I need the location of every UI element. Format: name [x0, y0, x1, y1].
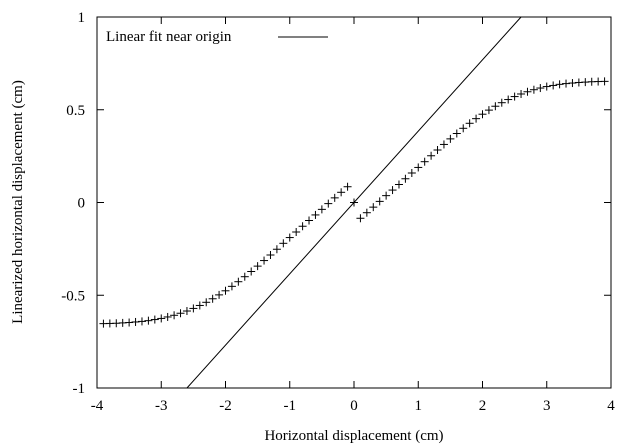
- data-point: [510, 92, 519, 101]
- x-tick-label: -4: [91, 398, 104, 414]
- axis-ticks: [96, 16, 612, 389]
- data-point: [375, 197, 384, 206]
- data-point: [337, 188, 346, 197]
- y-axis-label: Linearized horizontal displacement (cm): [10, 80, 26, 324]
- data-point: [137, 317, 146, 326]
- data-point: [549, 81, 558, 90]
- data-point: [330, 193, 339, 202]
- data-point: [414, 163, 423, 172]
- x-tick-label: -1: [284, 398, 297, 414]
- data-point: [170, 311, 179, 320]
- data-point: [292, 227, 301, 236]
- data-point: [452, 129, 461, 138]
- data-point: [298, 222, 307, 231]
- data-point: [478, 110, 487, 119]
- data-point: [484, 106, 493, 115]
- x-tick-label: -3: [155, 398, 168, 414]
- data-point: [253, 262, 262, 271]
- data-point: [439, 140, 448, 149]
- data-point: [317, 205, 326, 214]
- data-point: [446, 134, 455, 143]
- data-point: [362, 208, 371, 217]
- data-point: [311, 210, 320, 219]
- data-point: [234, 277, 243, 286]
- data-point: [369, 203, 378, 212]
- x-tick-label: 3: [543, 398, 551, 414]
- data-point: [272, 245, 281, 254]
- tick-labels: -4 -3 -2 -1 0 1 2 3 4 -1 -0.5 0 0.5 1: [61, 10, 615, 414]
- x-tick-label: -2: [219, 398, 232, 414]
- data-point: [382, 191, 391, 200]
- data-point: [131, 317, 140, 326]
- data-point: [420, 157, 429, 166]
- data-point: [407, 169, 416, 178]
- data-point: [562, 79, 571, 88]
- data-point: [227, 282, 236, 291]
- legend-label-linear-fit: Linear fit near origin: [106, 29, 232, 45]
- data-point: [305, 216, 314, 225]
- data-point: [491, 102, 500, 111]
- data-point: [240, 272, 249, 281]
- data-point: [401, 174, 410, 183]
- data-point: [465, 119, 474, 128]
- data-point: [529, 85, 538, 94]
- data-point: [150, 315, 159, 324]
- y-tick-label: -1: [73, 381, 86, 397]
- y-tick-label: 0.5: [66, 103, 85, 119]
- data-point: [350, 198, 358, 207]
- data-point: [472, 114, 481, 123]
- y-tick-label: 0: [78, 196, 86, 212]
- data-point: [433, 146, 442, 155]
- series-layer: [99, 16, 609, 389]
- x-tick-label: 1: [415, 398, 423, 414]
- data-point: [517, 89, 526, 98]
- data-point: [542, 82, 551, 91]
- y-tick-label: 1: [78, 10, 86, 26]
- data-point: [600, 77, 609, 86]
- data-point: [247, 267, 256, 276]
- data-point: [221, 286, 230, 295]
- data-point: [459, 124, 468, 133]
- data-point: [536, 84, 545, 93]
- data-point: [215, 290, 224, 299]
- data-point: [202, 298, 211, 307]
- x-tick-label: 0: [350, 398, 358, 414]
- data-point: [343, 182, 352, 191]
- data-point: [189, 304, 198, 313]
- data-point: [279, 239, 288, 248]
- data-point: [568, 79, 577, 88]
- data-point: [163, 312, 172, 321]
- data-point: [504, 95, 513, 104]
- x-tick-label: 2: [479, 398, 487, 414]
- data-point: [356, 214, 365, 223]
- data-point: [324, 199, 333, 208]
- data-point: [394, 180, 403, 189]
- data-point: [195, 301, 204, 310]
- data-point: [427, 151, 436, 160]
- data-point: [555, 80, 564, 89]
- data-point: [125, 318, 134, 327]
- data-point: [497, 98, 506, 107]
- data-point: [285, 233, 294, 242]
- x-axis-label: Horizontal displacement (cm): [264, 428, 443, 444]
- x-tick-label: 4: [607, 398, 615, 414]
- data-point: [182, 307, 191, 316]
- y-tick-label: -0.5: [61, 288, 85, 304]
- data-point: [266, 250, 275, 259]
- data-point: [157, 314, 166, 323]
- data-point: [523, 87, 532, 96]
- data-point: [260, 256, 269, 265]
- data-point: [388, 186, 397, 195]
- legend: Linear fit near origin: [106, 29, 328, 45]
- data-point: [144, 316, 153, 325]
- data-point: [176, 309, 185, 318]
- data-point: [208, 294, 217, 303]
